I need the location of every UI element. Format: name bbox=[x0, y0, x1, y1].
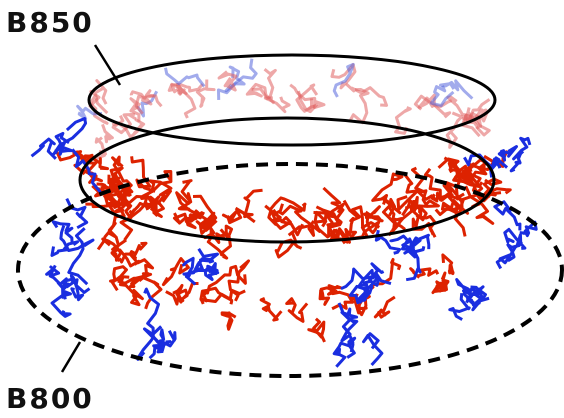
bond-chain bbox=[219, 72, 236, 91]
bond-chain bbox=[350, 89, 369, 122]
bond-chain bbox=[375, 297, 395, 317]
bond-chain bbox=[334, 64, 353, 97]
page: B850 B800 (() => { const data = JSON.par… bbox=[0, 0, 564, 418]
bond-chain bbox=[103, 124, 113, 141]
bond-chain bbox=[244, 190, 263, 222]
bond-chain bbox=[309, 319, 325, 342]
bond-chain bbox=[32, 139, 56, 159]
bond-chain bbox=[276, 233, 301, 257]
bond-chain bbox=[443, 255, 453, 274]
bond-chain bbox=[261, 298, 281, 320]
bond-chain bbox=[495, 202, 520, 231]
bond-chain bbox=[265, 198, 305, 210]
bond-chain bbox=[287, 299, 307, 322]
bond-chain bbox=[334, 343, 351, 367]
bond-chain bbox=[197, 79, 214, 106]
figure: B850 B800 bbox=[0, 0, 564, 418]
bond-chain bbox=[47, 265, 62, 285]
bond-chain bbox=[223, 208, 244, 222]
bond-chain bbox=[290, 85, 324, 108]
bond-chain bbox=[110, 267, 126, 291]
b850-label: B850 bbox=[6, 6, 94, 39]
bond-chain bbox=[364, 334, 382, 365]
bond-chain bbox=[222, 313, 236, 329]
bond-chain bbox=[52, 292, 70, 317]
b800-leader bbox=[62, 342, 80, 372]
b800-label: B800 bbox=[6, 382, 94, 415]
b850-leader bbox=[95, 45, 120, 85]
